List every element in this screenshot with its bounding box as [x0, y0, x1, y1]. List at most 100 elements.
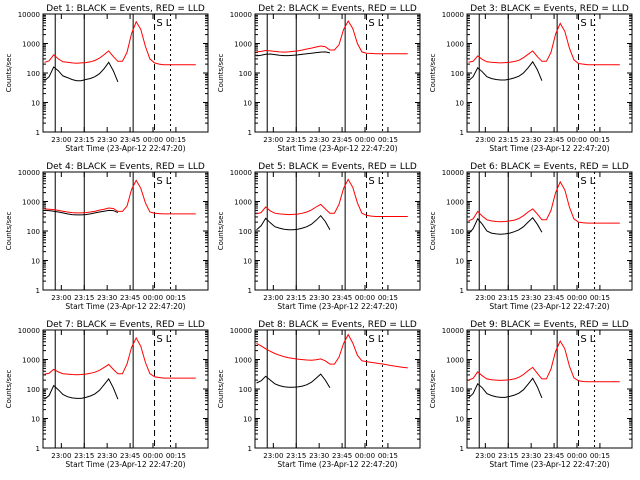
x-tick-label: 00:15: [378, 452, 398, 460]
detector-panel: Det 7: BLACK = Events, RED = LLD 1 10 100 10…: [5, 320, 209, 469]
x-tick-label: 00:15: [166, 294, 186, 302]
x-tick-label: 00:00: [143, 136, 163, 144]
detector-panel: Det 9: BLACK = Events, RED = LLD 1 10 100 10…: [429, 320, 633, 469]
y-axis-label: Counts/sec: [217, 370, 225, 409]
marker-label-s: S: [156, 18, 162, 29]
x-tick-label: 00:00: [355, 294, 375, 302]
panel-title: Det 3: BLACK = Events, RED = LLD: [470, 4, 629, 14]
marker-label-l: L: [166, 176, 172, 187]
events-series-line: [44, 209, 119, 216]
y-tick-label: 100: [239, 228, 252, 236]
x-tick-label: 23:00: [475, 294, 495, 302]
y-tick-label: 1: [36, 445, 40, 453]
events-series-line: [256, 373, 331, 389]
marker-label-s: S: [368, 334, 374, 345]
detector-panel: Det 8: BLACK = Events, RED = LLD 1 10 100 10…: [217, 320, 421, 469]
panel-title: Det 9: BLACK = Events, RED = LLD: [470, 320, 629, 330]
x-tick-label: 23:00: [263, 136, 283, 144]
marker-label-s: S: [580, 334, 586, 345]
y-tick-label: 10: [455, 416, 464, 424]
lld-series-line: [256, 333, 408, 369]
marker-label-l: L: [590, 176, 596, 187]
y-tick-label: 1000: [446, 199, 464, 207]
marker-label-l: L: [378, 334, 384, 345]
y-tick-label: 100: [239, 70, 252, 78]
axes-frame: [42, 13, 209, 133]
x-tick-label: 00:00: [567, 136, 587, 144]
x-tick-label: 23:15: [74, 294, 94, 302]
x-axis-label: Start Time (23-Apr-12 22:47:20): [277, 302, 397, 311]
y-tick-label: 10000: [230, 11, 252, 19]
x-axis-label: Start Time (23-Apr-12 22:47:20): [65, 144, 185, 153]
marker-label-l: L: [166, 334, 172, 345]
x-tick-label: 23:45: [332, 452, 352, 460]
x-tick-label: 23:30: [521, 136, 541, 144]
y-tick-label: 1000: [234, 357, 252, 365]
x-axis-label: Start Time (23-Apr-12 22:47:20): [489, 144, 609, 153]
y-tick-label: 1: [248, 129, 252, 137]
x-tick-label: 23:45: [544, 136, 564, 144]
y-tick-label: 10: [243, 100, 252, 108]
x-tick-label: 23:30: [97, 452, 117, 460]
x-tick-label: 23:45: [120, 136, 140, 144]
y-tick-label: 1: [460, 129, 464, 137]
x-tick-label: 23:15: [498, 294, 518, 302]
x-tick-label: 23:15: [498, 452, 518, 460]
x-tick-label: 23:00: [475, 452, 495, 460]
y-tick-label: 10: [31, 416, 40, 424]
y-axis-label: Counts/sec: [5, 54, 13, 93]
lld-series-line: [256, 178, 408, 217]
x-tick-label: 23:45: [332, 294, 352, 302]
y-tick-label: 1000: [234, 199, 252, 207]
y-tick-label: 10: [455, 100, 464, 108]
lld-series-line: [468, 340, 620, 383]
x-tick-label: 23:45: [332, 136, 352, 144]
axes-frame: [466, 171, 633, 291]
x-tick-label: 00:00: [355, 452, 375, 460]
y-tick-label: 1: [460, 445, 464, 453]
axes-frame: [254, 171, 421, 291]
x-tick-label: 23:45: [544, 294, 564, 302]
events-series-line: [468, 217, 543, 235]
y-tick-label: 10000: [442, 11, 464, 19]
y-tick-label: 1000: [22, 199, 40, 207]
x-tick-label: 23:30: [521, 452, 541, 460]
y-tick-label: 1: [248, 287, 252, 295]
panel-title: Det 5: BLACK = Events, RED = LLD: [258, 162, 417, 172]
y-axis-label: Counts/sec: [217, 212, 225, 251]
x-tick-label: 23:00: [475, 136, 495, 144]
lld-series-line: [44, 179, 196, 215]
y-tick-label: 1000: [446, 357, 464, 365]
x-tick-label: 00:00: [355, 136, 375, 144]
x-tick-label: 23:15: [286, 136, 306, 144]
y-tick-label: 1: [36, 287, 40, 295]
y-tick-label: 10: [31, 258, 40, 266]
x-axis-label: Start Time (23-Apr-12 22:47:20): [65, 460, 185, 469]
axes-frame: [466, 329, 633, 449]
x-tick-label: 23:45: [544, 452, 564, 460]
x-tick-label: 00:15: [166, 136, 186, 144]
y-tick-label: 100: [27, 386, 40, 394]
x-tick-label: 00:00: [567, 294, 587, 302]
x-tick-label: 00:00: [143, 452, 163, 460]
marker-label-s: S: [368, 18, 374, 29]
events-series-line: [44, 61, 119, 83]
marker-label-s: S: [156, 176, 162, 187]
lld-series-line: [468, 180, 620, 224]
lld-series-line: [44, 336, 196, 379]
x-tick-label: 23:30: [309, 136, 329, 144]
panel-title: Det 6: BLACK = Events, RED = LLD: [470, 162, 629, 172]
axes-frame: [42, 171, 209, 291]
y-tick-label: 10000: [442, 327, 464, 335]
y-tick-label: 100: [451, 228, 464, 236]
x-tick-label: 23:00: [263, 452, 283, 460]
y-tick-label: 100: [27, 70, 40, 78]
x-tick-label: 00:15: [590, 136, 610, 144]
x-axis-label: Start Time (23-Apr-12 22:47:20): [489, 302, 609, 311]
x-tick-label: 00:15: [590, 294, 610, 302]
events-series-line: [468, 377, 543, 399]
y-tick-label: 1000: [22, 357, 40, 365]
x-axis-label: Start Time (23-Apr-12 22:47:20): [65, 302, 185, 311]
y-axis-label: Counts/sec: [217, 54, 225, 93]
x-tick-label: 23:15: [286, 294, 306, 302]
